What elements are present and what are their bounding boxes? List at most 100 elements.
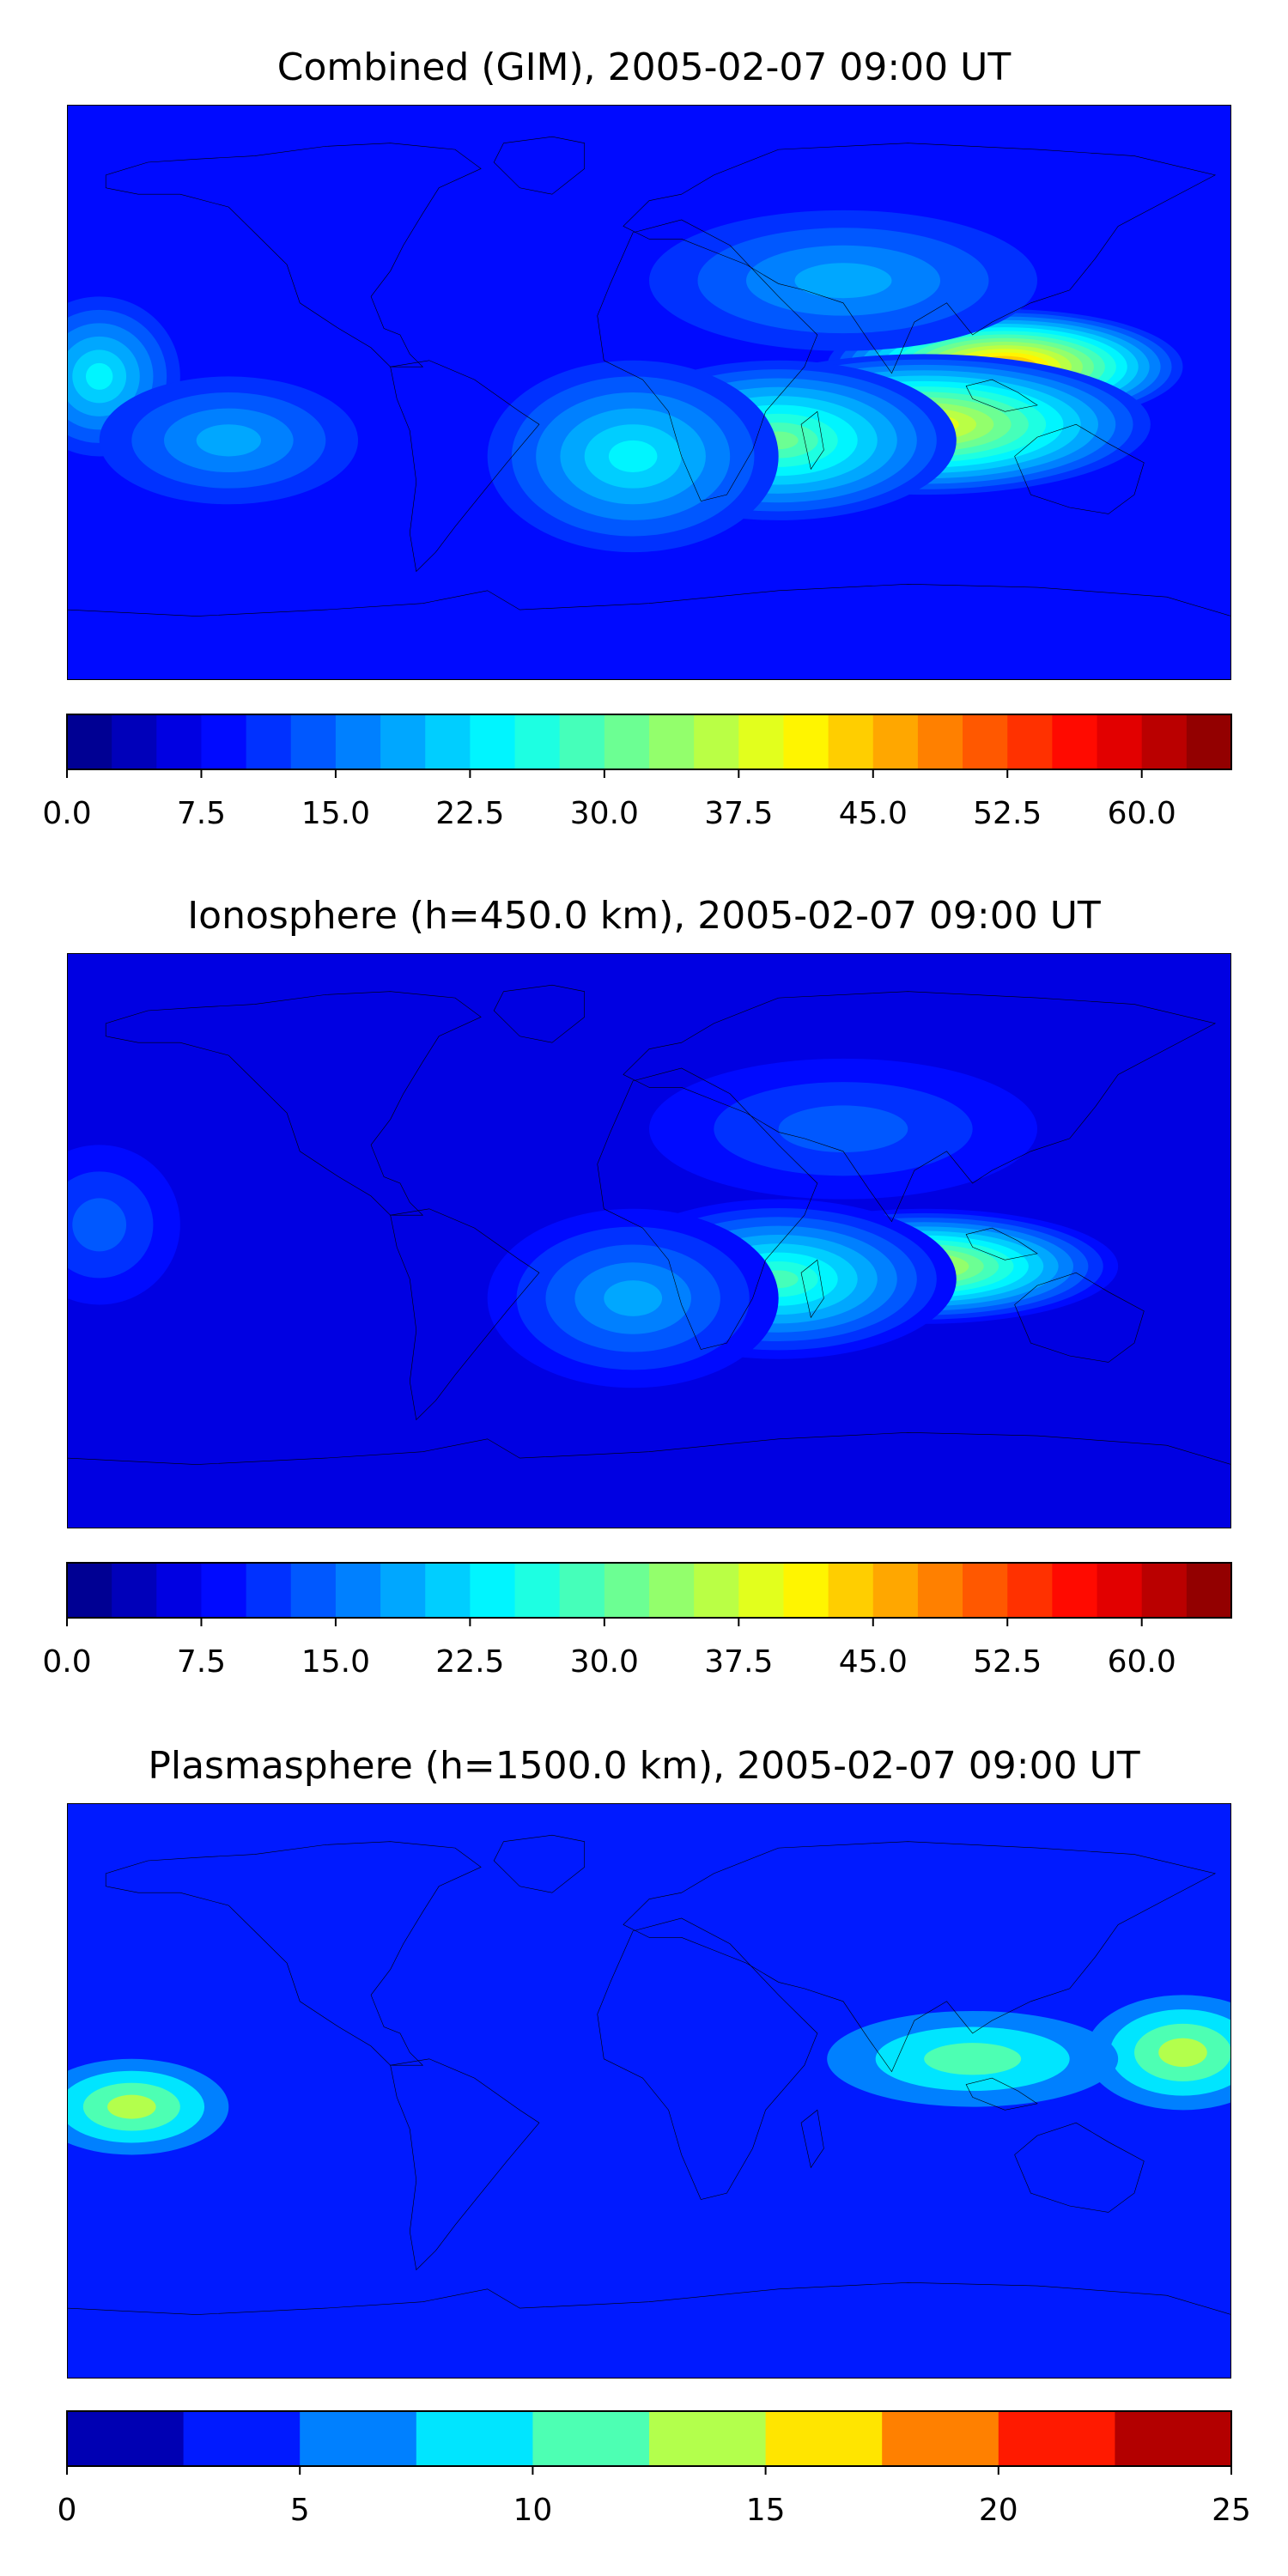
colorbar-swatch [872,714,919,769]
colorbar-swatch [649,714,695,769]
coastline [391,2059,539,2270]
colorbar-tick-label: 30.0 [569,1644,639,1680]
colorbar-swatch [738,1563,784,1618]
colorbar-frame [66,2410,1232,2467]
coastline [494,137,584,194]
coastline [67,2282,1231,2314]
coastline [598,1068,817,1350]
coastline [106,992,481,1216]
colorbar-swatch [290,714,337,769]
colorbar-frame [66,1562,1232,1619]
colorbar-swatch [1052,1563,1098,1618]
contour-band [604,1280,663,1316]
chart-title-combined: Combined (GIM), 2005-02-07 09:00 UT [276,46,1012,89]
colorbar-swatch [694,714,739,769]
colorbar-tick-label: 60.0 [1107,1644,1176,1680]
colorbar-swatch [201,714,247,769]
colorbar-ticks-combined: 0.0 7.5 15.0 22.5 30.0 37.5 45.0 52.5 60.0 [42,796,1231,831]
tec-map-plasmasphere [67,1803,1231,2379]
colorbar-tick-label: 7.5 [176,1644,227,1680]
colorbar-swatch [112,714,157,769]
colorbar-swatch [1097,1563,1143,1618]
colorbar-swatch [604,1563,650,1618]
colorbar-swatch [872,1563,919,1618]
coastline [801,1260,823,1317]
colorbar-swatch [963,1563,1008,1618]
coastline [623,143,1215,374]
colorbar-tick-label: 0.0 [42,796,92,831]
colorbar-swatch [380,1563,426,1618]
chart-title-ionosphere: Ionosphere (h=450.0 km), 2005-02-07 09:0… [187,894,1101,938]
tec-map-combined [67,105,1231,680]
contour-band [608,440,658,473]
colorbar-tick-label: 22.5 [435,1644,505,1680]
colorbar-swatch [1141,714,1188,769]
contour-band [72,1198,127,1252]
colorbar-swatch [335,1563,381,1618]
colorbar-swatch [156,1563,202,1618]
coastline [106,143,481,368]
colorbar-swatch [783,1563,829,1618]
colorbar-tick-label: 15 [745,2493,786,2528]
colorbar-tick-label: 0 [57,2493,77,2528]
colorbar-tick-label: 15.0 [301,1644,370,1680]
colorbar-swatch [738,714,784,769]
contour-band [778,1105,908,1153]
colorbar-swatch [1186,714,1232,769]
coastline [1015,424,1145,513]
colorbar-swatch [514,1563,561,1618]
coastline [966,2078,1037,2110]
coastline [494,985,584,1042]
colorbar-tick-label: 37.5 [704,796,774,831]
colorbar-swatch [649,2411,767,2466]
coastline [966,380,1037,411]
chart-title-plasmasphere: Plasmasphere (h=1500.0 km), 2005-02-07 0… [148,1744,1140,1788]
colorbar-swatch [470,714,516,769]
colorbar-swatch [532,2411,650,2466]
colorbar-frame [66,714,1232,770]
colorbar-swatch [335,714,381,769]
coastline [801,411,823,469]
colorbar-ticks-plasmasphere: 0 5 10 15 20 25 [58,2493,1251,2528]
colorbar-swatch [1007,714,1053,769]
colorbar-plasmasphere [66,2410,1232,2475]
colorbar-swatch [694,1563,739,1618]
colorbar-tick-label: 60.0 [1107,796,1176,831]
contour-band [1158,2038,1207,2068]
coastline [494,1835,584,1893]
colorbar-swatch [1186,1563,1232,1618]
colorbar-swatch [917,1563,963,1618]
coastline [1015,2123,1145,2212]
coastline [623,1842,1215,2072]
colorbar-swatch [290,1563,337,1618]
colorbar-swatch [998,2411,1115,2466]
colorbar-tick-label: 0.0 [42,1644,92,1680]
colorbar-swatch [201,1563,247,1618]
colorbar-swatch [425,1563,471,1618]
coastline [391,361,539,572]
colorbar-ionosphere [66,1562,1232,1626]
colorbar-swatch [416,2411,533,2466]
coastline [67,584,1231,616]
colorbar-swatch [1141,1563,1188,1618]
tec-map-ionosphere [67,953,1231,1528]
coastline [391,1209,539,1420]
colorbar-tick-label: 45.0 [838,1644,908,1680]
colorbar-tick-label: 37.5 [704,1644,774,1680]
colorbar-tick-label: 5 [289,2493,310,2528]
colorbar-swatch [470,1563,516,1618]
coastline [598,220,817,501]
colorbar-swatch [67,2411,185,2466]
colorbar-swatch [828,714,874,769]
coastline [106,1842,481,2066]
colorbar-tick-label: 52.5 [973,1644,1042,1680]
colorbar-swatch [559,714,605,769]
colorbar-swatch [425,714,471,769]
colorbar-swatch [1115,2411,1232,2466]
colorbar-ticks-ionosphere: 0.0 7.5 15.0 22.5 30.0 37.5 45.0 52.5 60.0 [42,1644,1231,1680]
colorbar-tick-label: 15.0 [301,796,370,831]
colorbar-swatch [783,714,829,769]
colorbar-swatch [246,1563,292,1618]
coastline [966,1228,1037,1260]
coastline [1015,1273,1145,1362]
